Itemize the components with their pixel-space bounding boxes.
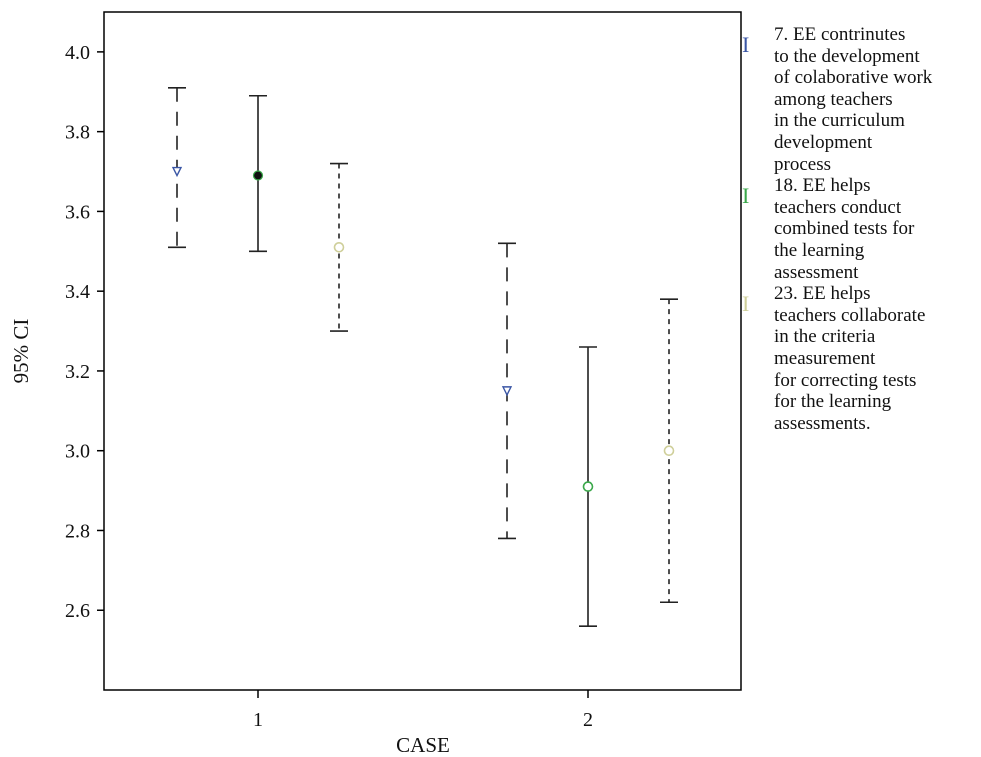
mean-marker (501, 386, 513, 397)
legend-marker-series-2: I (742, 183, 750, 209)
mean-marker (171, 166, 183, 178)
y-tick-label: 2.8 (65, 520, 90, 542)
x-axis-label: CASE (396, 733, 450, 757)
y-tick-label: 3.0 (65, 441, 90, 463)
legend-item-series-2: I 18. EE helps teachers conduct combined… (742, 175, 978, 283)
legend-label-series-1: 7. EE contrinutes to the development of … (774, 24, 933, 175)
legend-marker-series-3: I (742, 291, 750, 317)
y-tick-label: 3.6 (65, 201, 90, 223)
y-tick-label: 3.8 (65, 122, 90, 144)
y-tick-label: 3.4 (65, 281, 90, 303)
plot-frame (103, 11, 742, 691)
x-tick-label: 1 (253, 709, 263, 731)
y-tick-label: 4.0 (65, 42, 90, 64)
legend-label-series-3: 23. EE helps teachers collaborate in the… (774, 283, 926, 434)
mean-marker (333, 242, 345, 253)
y-tick-label: 2.6 (65, 600, 90, 622)
legend: I 7. EE contrinutes to the development o… (742, 24, 978, 434)
mean-marker (663, 445, 675, 457)
legend-item-series-3: I 23. EE helps teachers collaborate in t… (742, 283, 978, 434)
legend-marker-series-1: I (742, 32, 750, 57)
mean-marker (582, 481, 594, 492)
legend-item-series-1: I 7. EE contrinutes to the development o… (742, 24, 978, 175)
y-tick-label: 3.2 (65, 361, 90, 383)
x-tick-label: 2 (583, 709, 593, 731)
mean-marker (252, 170, 264, 181)
legend-label-series-2: 18. EE helps teachers conduct combined t… (774, 175, 915, 283)
y-axis-label: 95% CI (9, 319, 33, 384)
